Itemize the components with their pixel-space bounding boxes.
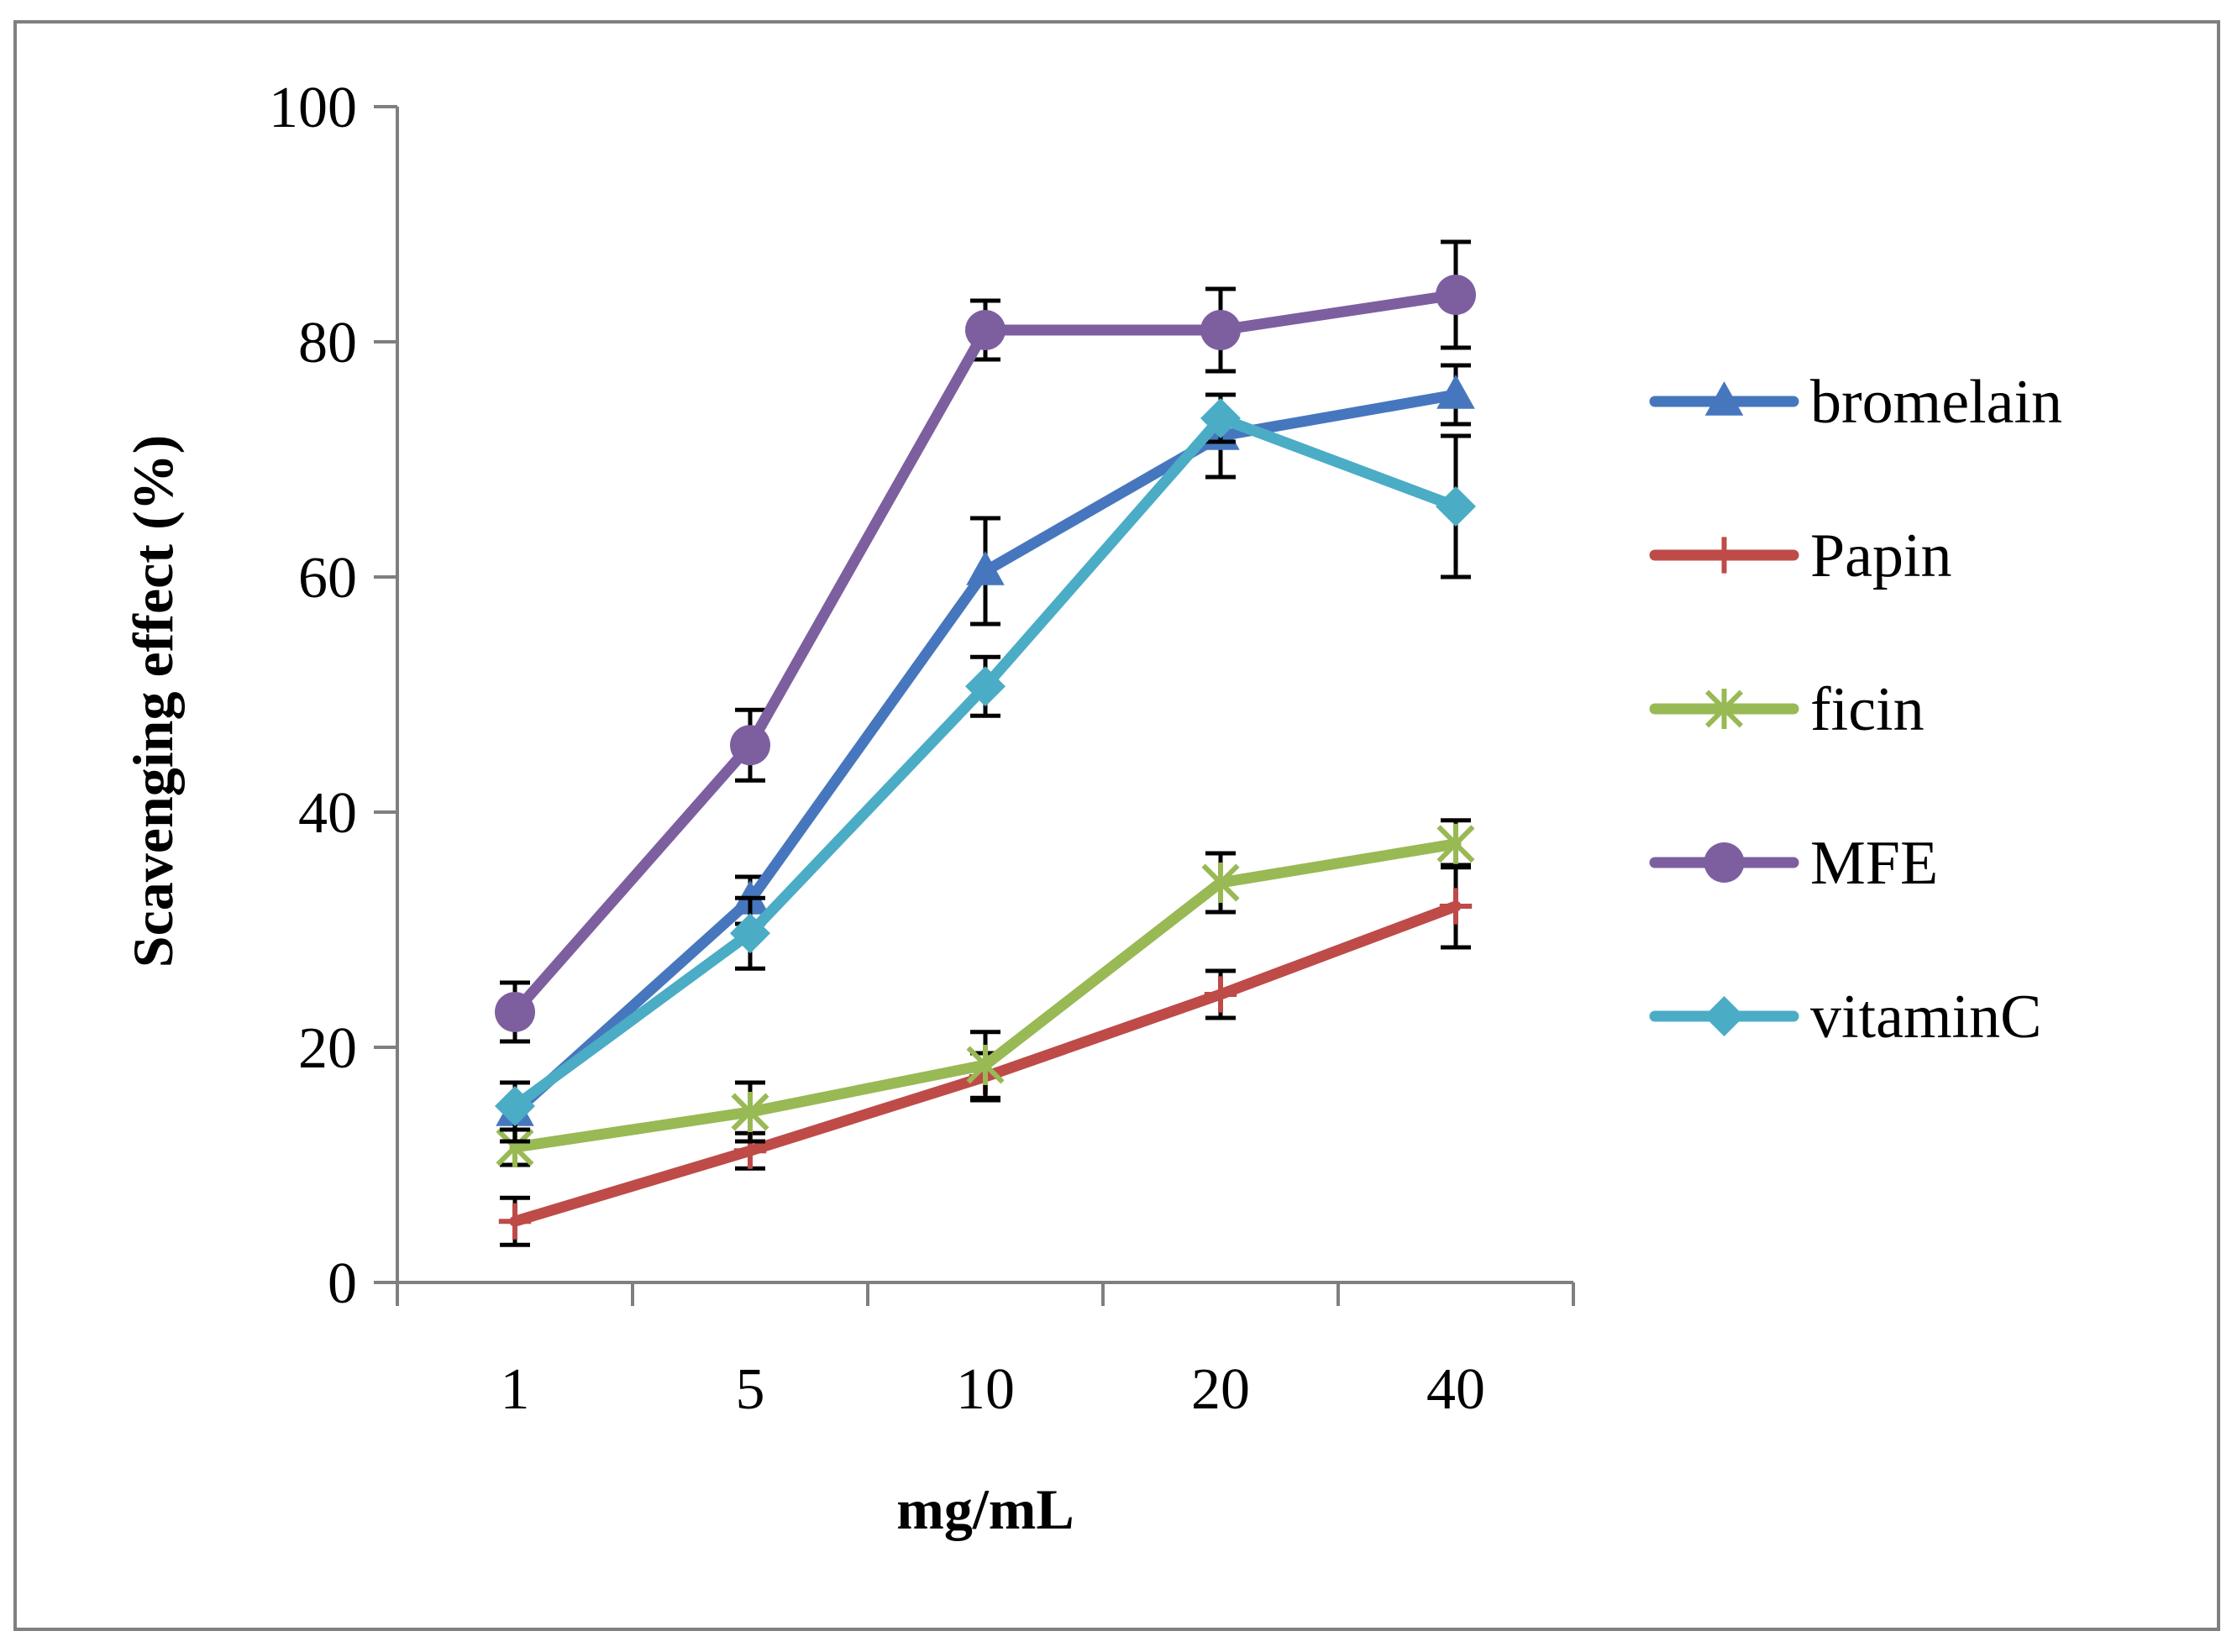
axes [374,105,1575,1306]
x-tick-label: 20 [1191,1357,1250,1422]
legend-label: MFE [1810,829,1938,898]
data-point [731,1092,769,1132]
y-axis-title: Scavenging effect (%) [121,435,185,968]
data-point [730,725,770,766]
data-point [495,1086,535,1126]
y-tick-labels: 0 20 40 60 80 100 [269,76,357,1316]
legend-item-bromelain: bromelain [1649,368,2062,437]
x-tick-label: 5 [736,1357,765,1422]
data-point [1200,310,1241,350]
data-point [1201,863,1240,903]
data-point [1436,275,1476,315]
series-ficin [496,818,1475,1167]
figure-frame [13,20,2220,1631]
data-point [966,551,1005,585]
series-MFE [495,239,1476,1044]
data-point [498,1203,532,1240]
legend-marker [1708,537,1741,574]
series-line [509,289,1462,1018]
legend-label: bromelain [1810,368,2062,437]
legend-item-vitaminC: vitaminC [1649,983,2041,1052]
legend-marker [1704,842,1745,883]
y-tick-label: 100 [269,76,357,140]
y-tick-label: 80 [298,311,357,375]
data-point [1439,888,1473,925]
legend: bromelain Papin ficin MFE vitaminC [1649,368,2062,1052]
data-point [966,1045,1005,1085]
legend-item-MFE: MFE [1649,829,1938,898]
data-point [965,666,1006,707]
y-tick-label: 20 [298,1016,357,1081]
legend-item-ficin: ficin [1649,675,1925,744]
x-tick-labels: 1 5 10 20 40 [501,1357,1486,1422]
series-group [495,239,1476,1247]
y-tick-label: 60 [298,546,357,611]
series-bromelain [496,363,1475,1144]
legend-item-Papin: Papin [1649,522,1952,590]
legend-label: vitaminC [1810,983,2041,1052]
x-tick-label: 10 [956,1357,1015,1422]
y-tick-label: 0 [328,1251,357,1316]
y-tick-label: 40 [298,781,357,846]
data-point [1436,486,1476,527]
legend-label: Papin [1810,522,1952,590]
legend-label: ficin [1810,675,1925,744]
x-axis-title: mg/mL [896,1477,1074,1541]
data-point [495,992,535,1032]
data-point [1436,375,1475,409]
data-point [1436,823,1475,864]
series-vitaminC [495,392,1476,1132]
data-point [1204,976,1237,1013]
legend-marker [1704,689,1744,729]
data-point [965,310,1006,350]
data-point [1200,398,1241,438]
data-point [730,913,770,954]
legend-marker [1704,996,1745,1036]
x-tick-label: 40 [1426,1357,1485,1422]
x-tick-label: 1 [501,1357,530,1422]
legend-marker [1704,381,1744,416]
